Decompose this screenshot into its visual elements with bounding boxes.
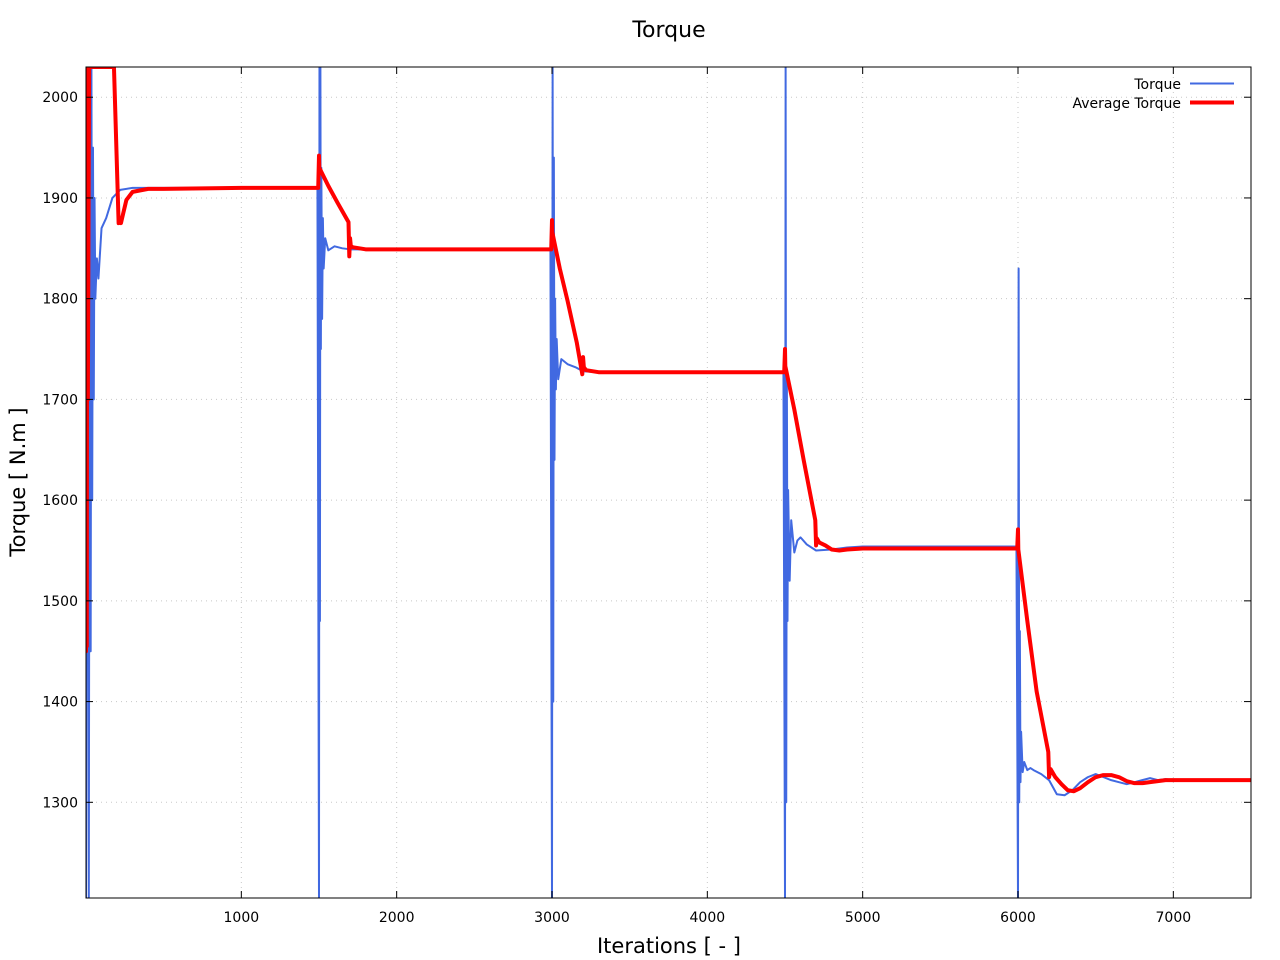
series-line-average-torque	[86, 67, 1251, 794]
plot-frame	[85, 66, 1252, 899]
y-tick-label: 2000	[42, 90, 78, 106]
x-tick-label: 5000	[845, 910, 881, 926]
y-tick-label: 1800	[42, 292, 78, 308]
y-tick-label: 1400	[42, 695, 78, 711]
y-tick-label: 1300	[42, 795, 78, 811]
y-tick-label: 1500	[42, 594, 78, 610]
legend: Torque Average Torque	[1072, 77, 1234, 112]
x-tick-label: 1000	[224, 910, 260, 926]
legend-label-torque: Torque	[1133, 77, 1181, 93]
y-tick-label: 1700	[42, 392, 78, 408]
ticks: 1000 2000 3000 4000 5000 6000 7000 1300 1400 1500…	[42, 67, 1251, 926]
y-axis-title: Torque [ N.m ]	[6, 407, 30, 557]
x-tick-label: 2000	[379, 910, 415, 926]
x-axis-title: Iterations [ - ]	[597, 934, 741, 958]
y-tick-label: 1600	[42, 493, 78, 509]
x-tick-label: 4000	[690, 910, 726, 926]
x-tick-label: 3000	[534, 910, 570, 926]
y-tick-label: 1900	[42, 191, 78, 207]
series-layer	[86, 67, 1251, 898]
x-tick-label: 6000	[1000, 910, 1036, 926]
legend-label-average-torque: Average Torque	[1072, 96, 1181, 112]
chart-title: Torque	[631, 18, 705, 43]
x-tick-label: 7000	[1156, 910, 1192, 926]
